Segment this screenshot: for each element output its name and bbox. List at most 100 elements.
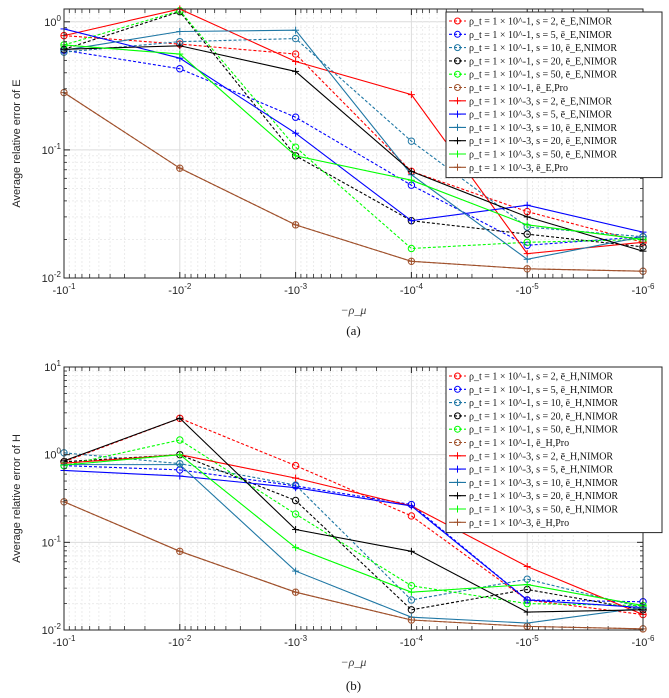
data-point-plus bbox=[407, 167, 415, 175]
data-point-circle bbox=[291, 34, 300, 43]
data-point-plus bbox=[523, 608, 531, 616]
legend-label: ρ_t = 1 × 10^-1, s = 50, ē_E,NIMOR bbox=[469, 70, 617, 81]
data-point-plus bbox=[407, 257, 415, 265]
series-polyline bbox=[63, 92, 644, 272]
legend-label: ρ_t = 1 × 10^-1, s = 5, ē_H,NIMOR bbox=[469, 385, 613, 396]
series-polyline bbox=[64, 464, 644, 624]
series-polyline bbox=[63, 417, 644, 613]
legend-label: ρ_t = 1 × 10^-1, s = 2, ē_H,NIMOR bbox=[469, 372, 613, 383]
series-line bbox=[60, 414, 647, 616]
legend-label: ρ_t = 1 × 10^-3, ē_E,Pro bbox=[469, 163, 568, 174]
series-polyline bbox=[63, 49, 644, 246]
data-point-circle bbox=[523, 241, 531, 250]
x-tick-label: -10-4 bbox=[400, 282, 424, 297]
data-point-plus bbox=[292, 567, 300, 575]
series-polyline bbox=[63, 465, 644, 603]
y-tick-label: 100 bbox=[44, 14, 61, 29]
legend-item: ρ_t = 1 × 10^-3, s = 20, ē_H,NIMOR bbox=[449, 491, 618, 502]
legend-marker-circle bbox=[454, 30, 461, 38]
legend-item: ρ_t = 1 × 10^-3, s = 5, ē_E,NIMOR bbox=[449, 110, 612, 121]
data-point-circle bbox=[291, 113, 300, 121]
legend-label: ρ_t = 1 × 10^-3, s = 5, ē_E,NIMOR bbox=[469, 110, 612, 121]
series-polyline bbox=[63, 35, 644, 243]
data-point-circle bbox=[176, 65, 184, 73]
data-point-plus bbox=[407, 616, 415, 624]
legend-item: ρ_t = 1 × 10^-3, s = 2, ē_E,NIMOR bbox=[449, 96, 612, 107]
legend-item: ρ_t = 1 × 10^-1, s = 5, ē_E,NIMOR bbox=[449, 30, 612, 41]
legend-item: ρ_t = 1 × 10^-1, ē_H,Pro bbox=[449, 438, 569, 449]
legend-marker-circle bbox=[454, 57, 461, 65]
series-polyline bbox=[63, 38, 644, 238]
legend-label: ρ_t = 1 × 10^-1, s = 50, ē_H,NIMOR bbox=[469, 425, 618, 436]
figure-caption: (b) bbox=[346, 678, 361, 693]
data-point-plus bbox=[176, 50, 184, 58]
data-point-plus bbox=[176, 472, 184, 480]
legend-marker-circle bbox=[454, 372, 461, 380]
legend-marker-circle bbox=[454, 385, 461, 393]
legend-marker-circle bbox=[454, 44, 461, 52]
data-point-circle bbox=[291, 143, 300, 151]
legend-item: ρ_t = 1 × 10^-1, s = 5, ē_H,NIMOR bbox=[449, 385, 613, 396]
legend-item: ρ_t = 1 × 10^-3, s = 50, ē_E,NIMOR bbox=[449, 150, 617, 161]
data-point-plus bbox=[523, 581, 531, 589]
data-point-plus bbox=[292, 221, 300, 229]
legend-item: ρ_t = 1 × 10^-3, s = 5, ē_H,NIMOR bbox=[449, 465, 613, 476]
y-axis-label: Average relative error of E bbox=[11, 79, 23, 207]
legend-label: ρ_t = 1 × 10^-3, s = 50, ē_H,NIMOR bbox=[469, 505, 618, 516]
legend-item: ρ_t = 1 × 10^-1, ē_E,Pro bbox=[449, 83, 568, 94]
data-point-plus bbox=[523, 596, 531, 604]
series-polyline bbox=[63, 452, 644, 609]
legend-item: ρ_t = 1 × 10^-3, s = 10, ē_E,NIMOR bbox=[449, 123, 617, 134]
data-point-plus bbox=[407, 547, 415, 555]
series-polyline bbox=[63, 417, 644, 616]
legend: ρ_t = 1 × 10^-1, s = 2, ē_H,NIMOR ρ_t = 1… bbox=[445, 366, 663, 534]
data-point-circle bbox=[291, 50, 300, 58]
y-tick-label: 10-2 bbox=[42, 622, 62, 637]
legend-label: ρ_t = 1 × 10^-1, ē_H,Pro bbox=[469, 438, 569, 449]
legend-item: ρ_t = 1 × 10^-1, s = 20, ē_H,NIMOR bbox=[449, 411, 618, 422]
legend-label: ρ_t = 1 × 10^-3, s = 20, ē_E,NIMOR bbox=[469, 136, 617, 147]
data-point-plus bbox=[523, 213, 531, 221]
legend-item: ρ_t = 1 × 10^-1, s = 2, ē_H,NIMOR bbox=[449, 372, 613, 383]
legend-label: ρ_t = 1 × 10^-1, ē_E,Pro bbox=[469, 83, 568, 94]
legend-marker-circle bbox=[454, 439, 461, 446]
x-tick-label: -10-1 bbox=[52, 634, 76, 649]
data-point-plus bbox=[176, 42, 184, 50]
legend-marker-circle bbox=[454, 17, 461, 25]
x-tick-label: -10-2 bbox=[168, 282, 192, 297]
legend-label: ρ_t = 1 × 10^-3, s = 50, ē_E,NIMOR bbox=[469, 150, 617, 161]
x-tick-label: -10-3 bbox=[284, 282, 308, 297]
legend-box bbox=[445, 366, 663, 534]
data-point-plus bbox=[523, 201, 531, 209]
series-group bbox=[60, 414, 647, 633]
legend-label: ρ_t = 1 × 10^-3, s = 2, ē_E,NIMOR bbox=[469, 96, 612, 107]
legend-item: ρ_t = 1 × 10^-3, s = 2, ē_H,NIMOR bbox=[449, 451, 613, 462]
series-line bbox=[60, 5, 647, 258]
data-point-circle bbox=[291, 461, 300, 470]
legend-label: ρ_t = 1 × 10^-1, s = 20, ē_H,NIMOR bbox=[469, 411, 618, 422]
data-point-plus bbox=[176, 451, 184, 459]
legend-label: ρ_t = 1 × 10^-1, s = 20, ē_E,NIMOR bbox=[469, 56, 617, 67]
data-point-circle bbox=[407, 596, 416, 604]
figure-caption: (a) bbox=[346, 323, 360, 338]
y-tick-label: 10-1 bbox=[42, 142, 62, 157]
data-point-plus bbox=[292, 474, 300, 482]
legend-box bbox=[445, 11, 663, 179]
data-point-plus bbox=[176, 164, 184, 172]
x-tick-label: -10-1 bbox=[52, 282, 76, 297]
legend: ρ_t = 1 × 10^-1, s = 2, ē_E,NIMOR ρ_t = 1… bbox=[445, 11, 663, 179]
data-point-circle bbox=[407, 512, 416, 520]
data-point-plus bbox=[407, 588, 415, 596]
data-point-plus bbox=[407, 91, 415, 99]
data-point-plus bbox=[292, 484, 300, 492]
data-point-plus bbox=[407, 176, 415, 184]
series-polyline bbox=[63, 469, 644, 609]
series-polyline bbox=[63, 454, 644, 607]
data-point-plus bbox=[292, 57, 300, 65]
series-polyline bbox=[63, 45, 644, 252]
x-tick-label: -10-5 bbox=[516, 634, 540, 649]
legend-item: ρ_t = 1 × 10^-3, s = 50, ē_H,NIMOR bbox=[449, 505, 618, 516]
legend-item: ρ_t = 1 × 10^-3, ē_E,Pro bbox=[449, 163, 568, 174]
series-polyline bbox=[63, 29, 644, 260]
x-tick-label: -10-3 bbox=[284, 634, 308, 649]
